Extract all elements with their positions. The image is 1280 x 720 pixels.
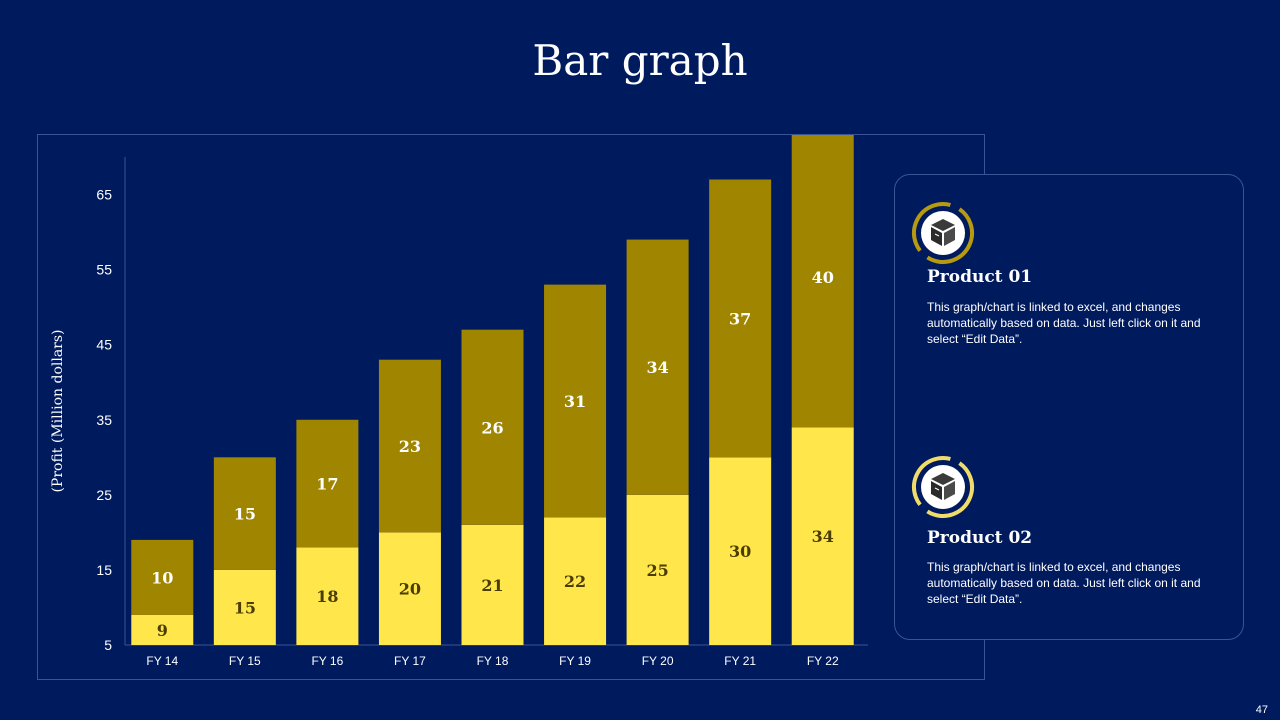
product-01-title: Product 01 [927,267,1033,287]
chart-frame: (Profit (Million dollars) 5 15 25 35 45 55 65 F… [37,134,985,680]
axes: 5 15 25 35 45 55 65 FY 14 FY 15 FY 16 FY 17 FY 18 FY… [96,157,868,668]
data-label-series-1: 20 [399,580,421,599]
bar-series-1 [791,427,854,645]
y-axis-label: (Profit (Million dollars) [50,329,66,492]
data-label-series-2: 31 [564,392,586,411]
bar-series-2 [131,539,194,615]
data-label-series-2: 26 [481,418,503,437]
bar-series-2 [378,359,441,533]
legend-panel: Product 01 This graph/chart is linked to… [894,174,1244,640]
bar-chart: (Profit (Million dollars) 5 15 25 35 45 55 65 F… [50,135,868,668]
product-01-description: This graph/chart is linked to excel, and… [927,300,1201,346]
labels: 9 10 15 15 18 17 20 23 21 26 22 31 25 34 30 37 34 40 [151,268,834,640]
data-label-series-2: 17 [316,475,338,494]
bar-series-2 [709,179,772,458]
x-tick-label: FY 15 [229,654,261,668]
x-tick-label: FY 21 [724,654,756,668]
y-tick-label: 45 [96,337,112,353]
bar-series-1 [378,532,441,645]
bar-series-1 [296,547,359,645]
data-label-series-1: 21 [481,576,503,595]
data-label-series-1: 30 [729,542,751,561]
y-tick-label: 25 [96,487,112,503]
bar-series-2 [213,457,276,570]
data-label-series-2: 34 [646,358,668,377]
data-label-series-1: 22 [564,572,586,591]
x-tick-label: FY 20 [642,654,674,668]
x-tick-label: FY 18 [477,654,509,668]
bar-series-1 [626,494,689,645]
data-label-series-1: 25 [646,561,668,580]
x-tick-label: FY 14 [146,654,178,668]
data-label-series-2: 23 [399,437,421,456]
data-label-series-1: 18 [316,587,338,606]
data-label-series-1: 9 [157,621,168,640]
data-label-series-1: 34 [812,527,834,546]
box-icon [912,456,974,518]
y-tick-label: 55 [96,262,112,278]
x-tick-label: FY 19 [559,654,591,668]
y-tick-label: 5 [104,637,112,653]
bar-series-2 [296,419,359,548]
bar-series-1 [213,569,276,645]
bar-series-1 [709,457,772,645]
y-tick-label: 35 [96,412,112,428]
x-tick-label: FY 17 [394,654,426,668]
data-label-series-2: 37 [729,309,751,328]
product-02-description: This graph/chart is linked to excel, and… [927,560,1201,606]
bar-series-2 [791,135,854,428]
page-number: 47 [1255,704,1268,716]
data-label-series-2: 10 [151,568,173,587]
bar-series-2 [626,239,689,495]
y-tick-label: 15 [96,562,112,578]
slide-title: Bar graph [532,36,748,85]
y-tick-label: 65 [96,187,112,203]
data-label-series-2: 15 [234,505,256,524]
x-tick-label: FY 16 [311,654,343,668]
box-icon [912,202,974,264]
data-label-series-2: 40 [812,268,834,287]
product-02-title: Product 02 [927,528,1033,548]
data-label-series-1: 15 [234,598,256,617]
bar-series-1 [131,614,194,645]
bar-series-2 [461,329,524,525]
bars [131,135,854,645]
bar-series-2 [544,284,607,518]
bar-series-1 [544,517,607,645]
x-tick-label: FY 22 [807,654,839,668]
bar-series-1 [461,524,524,645]
